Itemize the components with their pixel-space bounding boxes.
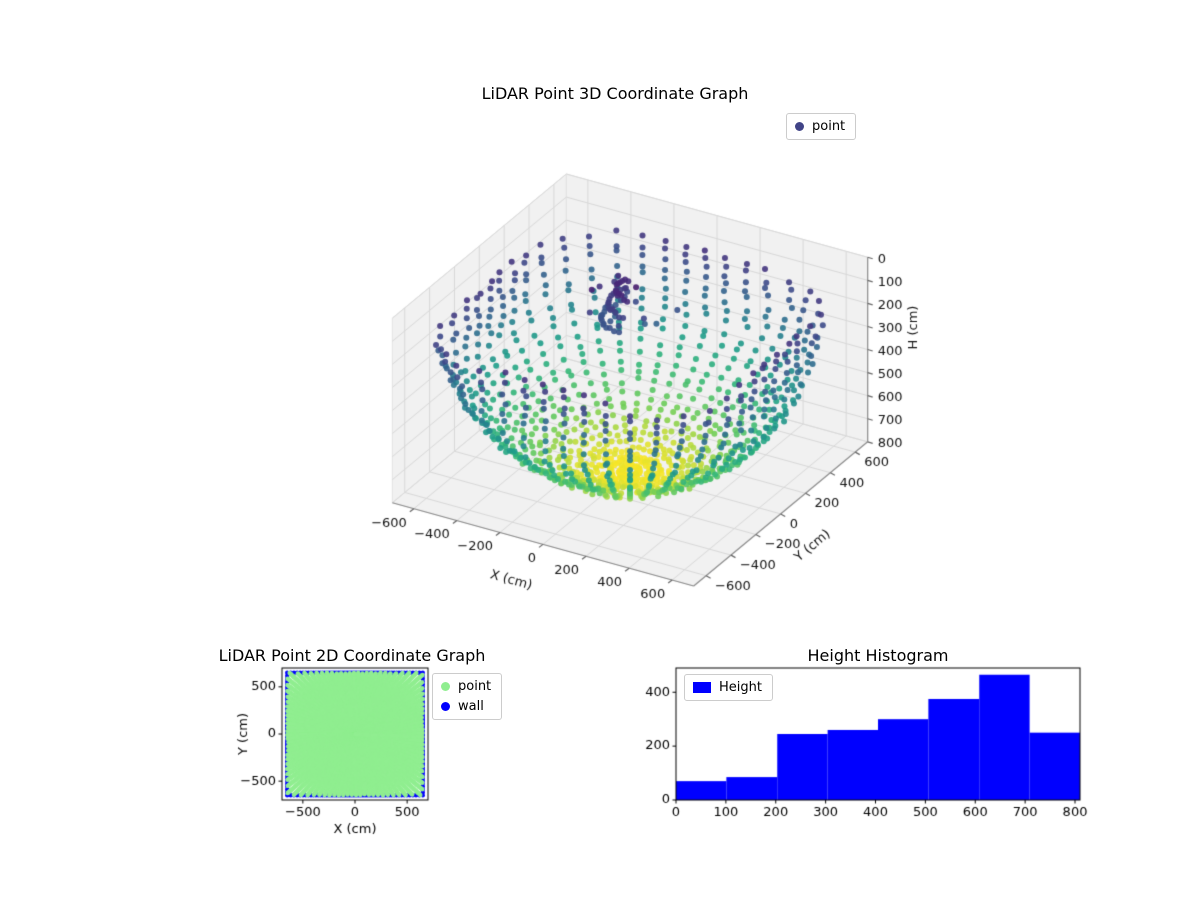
point-marker-icon — [441, 682, 450, 691]
point-marker-icon — [795, 122, 804, 131]
legend-label-height: Height — [719, 680, 762, 695]
chart3d-legend: point — [786, 113, 857, 140]
wall-marker-icon — [441, 702, 450, 711]
legend-item-height: Height — [693, 680, 762, 695]
histogram-canvas — [610, 640, 1130, 860]
chart2d-legend: point wall — [432, 673, 503, 720]
legend-label-point: point — [458, 679, 492, 694]
legend-item-wall: wall — [441, 699, 491, 714]
chart3d-title: LiDAR Point 3D Coordinate Graph — [481, 84, 749, 103]
legend-label-point: point — [812, 119, 846, 134]
histogram-legend: Height — [684, 674, 773, 701]
legend-label-wall: wall — [458, 699, 484, 714]
height-marker-icon — [693, 682, 711, 693]
legend-item-point: point — [795, 119, 845, 134]
legend-item-point: point — [441, 679, 491, 694]
chart3d-canvas — [280, 135, 960, 655]
